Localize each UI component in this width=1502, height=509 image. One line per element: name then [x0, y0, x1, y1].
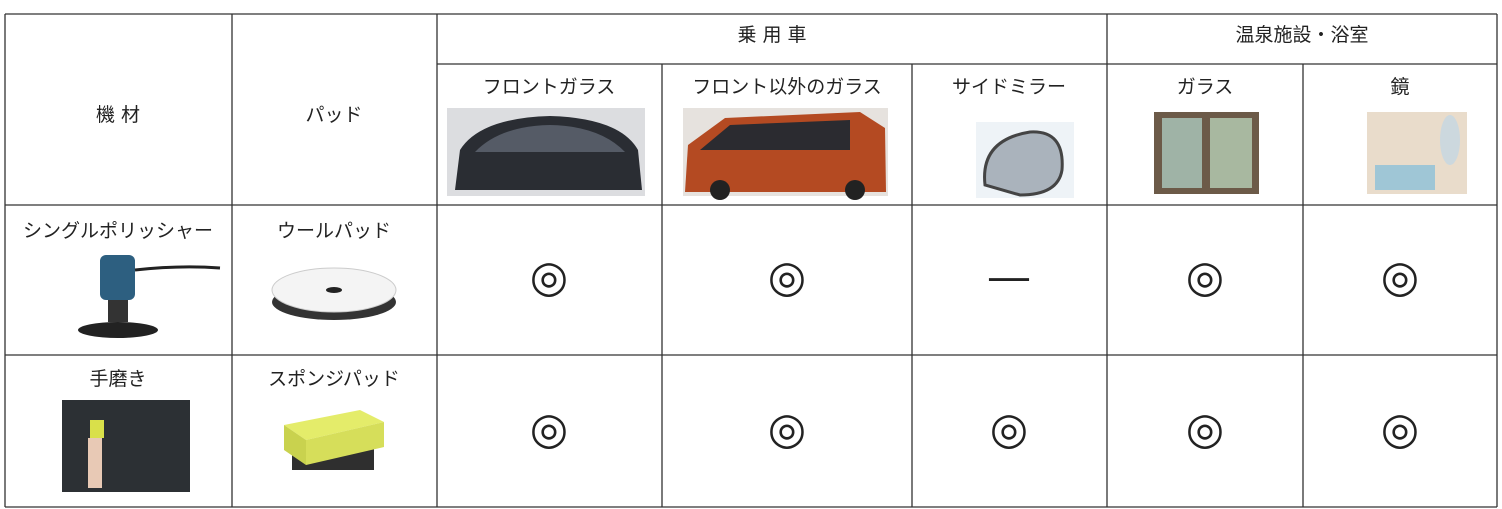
column-header: フロントガラス [483, 76, 616, 98]
car-side-image [683, 108, 888, 200]
pad-label: スポンジパッド [268, 368, 400, 390]
equipment-label: 手磨き [89, 368, 146, 390]
pad-label: ウールパッド [277, 220, 391, 242]
cell-symbol: — [987, 252, 1031, 303]
group-header: 温泉施設・浴室 [1235, 24, 1368, 46]
column-header: 鏡 [1390, 76, 1409, 98]
group-header: 乗 用 車 [737, 24, 806, 46]
cell-symbol: ◎ [1381, 252, 1419, 303]
cell-symbol: ◎ [530, 404, 568, 455]
sponge-pad-image [284, 410, 384, 470]
column-header: サイドミラー [952, 76, 1066, 98]
cell-symbol: ◎ [768, 404, 806, 455]
side-mirror-image [976, 122, 1074, 198]
header-equipment: 機 材 [96, 104, 140, 126]
column-header: ガラス [1177, 76, 1234, 98]
car-front-image [447, 108, 645, 196]
hand-polish-image [62, 400, 190, 492]
column-header: フロント以外のガラス [692, 76, 882, 98]
wool-pad-image [271, 267, 397, 320]
cell-symbol: ◎ [1186, 252, 1224, 303]
header-pad: パッド [305, 104, 362, 126]
bath-mirror-image [1367, 112, 1467, 194]
cell-symbol: ◎ [530, 252, 568, 303]
cell-symbol: ◎ [990, 404, 1028, 455]
cell-symbol: ◎ [1186, 404, 1224, 455]
cell-symbol: ◎ [1381, 404, 1419, 455]
equipment-label: シングルポリッシャー [23, 220, 213, 242]
cell-symbol: ◎ [768, 252, 806, 303]
polisher-image [78, 255, 221, 338]
bath-glass-image [1154, 112, 1259, 194]
grid [4, 13, 1498, 508]
